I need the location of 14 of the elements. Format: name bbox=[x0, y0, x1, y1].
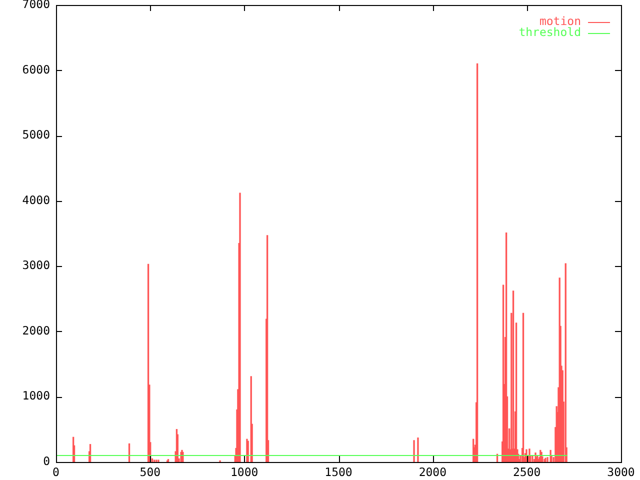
x-tick-label: 1500 bbox=[324, 464, 352, 479]
x-tick-label: 500 bbox=[140, 464, 161, 479]
x-tick-label: 0 bbox=[52, 464, 60, 479]
y-tick-label: 2000 bbox=[22, 323, 50, 338]
x-tick-label: 3000 bbox=[607, 464, 635, 479]
x-tick-label: 1000 bbox=[230, 464, 258, 479]
x-tick-label: 2000 bbox=[418, 464, 447, 479]
y-tick-label: 0 bbox=[43, 454, 50, 468]
x-tick-label: 2500 bbox=[512, 464, 541, 479]
y-tick-label: 4000 bbox=[22, 192, 50, 207]
y-tick-label: 1000 bbox=[22, 388, 50, 403]
y-tick-label: 3000 bbox=[22, 258, 50, 272]
y-tick-label: 5000 bbox=[22, 128, 50, 142]
y-tick-label: 6000 bbox=[22, 62, 50, 76]
